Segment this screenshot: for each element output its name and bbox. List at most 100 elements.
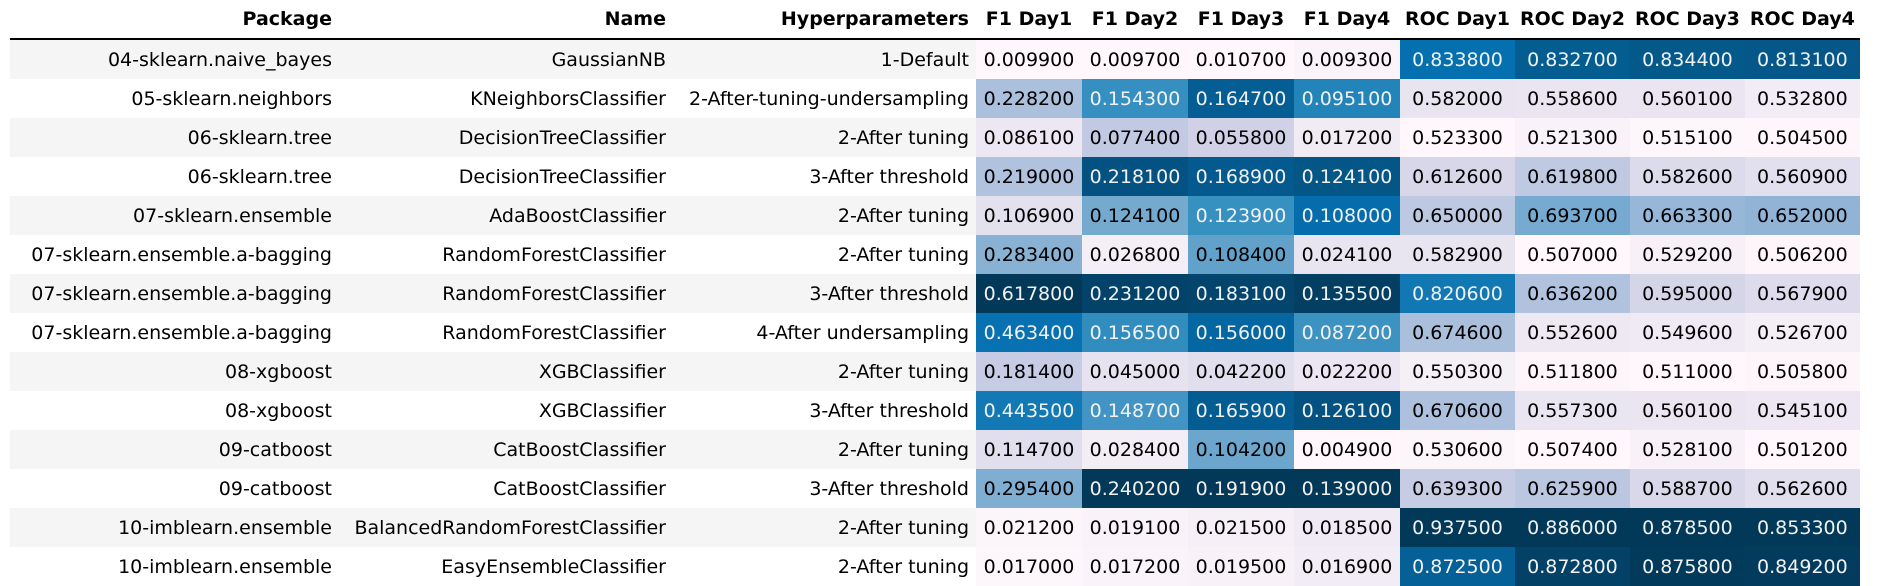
value-cell-roc-day2: 0.636200: [1514, 274, 1630, 313]
name-cell: RandomForestClassifier: [442, 321, 666, 344]
name-cell: CatBoostClassifier: [339, 430, 673, 469]
value-cell-f1-day3: 0.168900: [1188, 157, 1294, 196]
table-row: 09-catboost CatBoostClassifier 2-After tun…: [10, 430, 1860, 469]
value-cell-roc-day3: 0.549600: [1629, 313, 1745, 352]
table-header: Package Name Hyperparameters F1 Day1 F1 Day2…: [10, 0, 1860, 39]
table-row: 05-sklearn.neighbors KNeighborsClassifier…: [10, 79, 1860, 118]
value-cell-roc-day3: 0.515100: [1629, 118, 1745, 157]
package-cell: 04-sklearn.naive_bayes: [10, 39, 339, 79]
value-cell-f1-day3: 0.183100: [1188, 274, 1294, 313]
value-cell-f1-day4: 0.004900: [1294, 430, 1400, 469]
value-cell-roc-day4: 0.532800: [1744, 79, 1860, 118]
column-header-0: Package: [242, 8, 332, 30]
value-cell-f1-day1: 0.219000: [976, 157, 1082, 196]
value-cell-f1-day1: 0.106900: [976, 196, 1082, 235]
value-cell-f1-day4: 0.124100: [1294, 157, 1400, 196]
value-cell-f1-day1: 0.295400: [976, 469, 1082, 508]
hyperparameters-cell: 2-After tuning: [837, 243, 969, 266]
header-row: Package Name Hyperparameters F1 Day1 F1 Day2…: [10, 0, 1860, 39]
value-cell-f1-day3: 0.123900: [1188, 196, 1294, 235]
value-cell-roc-day3: 0.560100: [1629, 79, 1745, 118]
column-header-2: Hyperparameters: [780, 8, 969, 30]
value-cell-f1-day2: 0.218100: [1082, 157, 1188, 196]
package-cell: 08-xgboost: [225, 399, 332, 422]
table-row: 09-catboost CatBoostClassifier 3-After thr…: [10, 469, 1860, 508]
results-table-container: Package Name Hyperparameters F1 Day1 F1 Day2…: [10, 0, 1860, 586]
package-cell: 07-sklearn.ensemble.a-bagging: [31, 243, 332, 266]
value-cell-f1-day1: 0.617800: [976, 274, 1082, 313]
value-cell-f1-day4: 0.126100: [1294, 391, 1400, 430]
name-cell: DecisionTreeClassifier: [458, 165, 666, 188]
value-cell-f1-day1: 0.009900: [976, 39, 1082, 79]
value-cell-roc-day1: 0.550300: [1400, 352, 1515, 391]
column-header-1: Name: [604, 8, 666, 30]
name-cell: DecisionTreeClassifier: [339, 118, 673, 157]
value-cell-roc-day1: 0.674600: [1400, 313, 1515, 352]
results-table: Package Name Hyperparameters F1 Day1 F1 Day2…: [10, 0, 1860, 586]
column-header-3: F1 Day1: [985, 8, 1073, 30]
value-cell-roc-day1: 0.523300: [1400, 118, 1515, 157]
value-cell-roc-day4: 0.652000: [1744, 196, 1860, 235]
package-cell: 08-xgboost: [10, 352, 339, 391]
package-cell: 09-catboost: [218, 477, 332, 500]
hyperparameters-cell: 1-Default: [673, 39, 976, 79]
value-cell-f1-day3: 0.191900: [1188, 469, 1294, 508]
value-cell-roc-day1: 0.639300: [1400, 469, 1515, 508]
value-cell-roc-day4: 0.853300: [1744, 508, 1860, 547]
hyperparameters-cell: 4-After undersampling: [756, 321, 969, 344]
value-cell-roc-day2: 0.693700: [1514, 196, 1630, 235]
name-cell: CatBoostClassifier: [493, 477, 666, 500]
value-cell-roc-day3: 0.875800: [1629, 547, 1745, 586]
name-cell: GaussianNB: [339, 39, 673, 79]
table-row: 07-sklearn.ensemble AdaBoostClassifier 2-A…: [10, 196, 1860, 235]
name-cell: XGBClassifier: [339, 352, 673, 391]
value-cell-roc-day1: 0.937500: [1400, 508, 1515, 547]
value-cell-f1-day3: 0.164700: [1188, 79, 1294, 118]
value-cell-roc-day1: 0.582000: [1400, 79, 1515, 118]
hyperparameters-cell: 2-After-tuning-undersampling: [689, 87, 969, 110]
value-cell-f1-day4: 0.087200: [1294, 313, 1400, 352]
value-cell-roc-day4: 0.567900: [1744, 274, 1860, 313]
name-cell: AdaBoostClassifier: [339, 196, 673, 235]
value-cell-roc-day2: 0.558600: [1514, 79, 1630, 118]
table-row: 06-sklearn.tree DecisionTreeClassifier 3-A…: [10, 157, 1860, 196]
value-cell-f1-day1: 0.181400: [976, 352, 1082, 391]
value-cell-roc-day3: 0.529200: [1629, 235, 1745, 274]
value-cell-f1-day3: 0.055800: [1188, 118, 1294, 157]
value-cell-f1-day2: 0.045000: [1082, 352, 1188, 391]
value-cell-f1-day3: 0.108400: [1188, 235, 1294, 274]
value-cell-roc-day1: 0.650000: [1400, 196, 1515, 235]
name-cell: XGBClassifier: [538, 399, 666, 422]
value-cell-roc-day3: 0.582600: [1629, 157, 1745, 196]
value-cell-f1-day2: 0.148700: [1082, 391, 1188, 430]
hyperparameters-cell: 3-After threshold: [809, 165, 969, 188]
name-cell: RandomForestClassifier: [339, 274, 673, 313]
value-cell-roc-day1: 0.582900: [1400, 235, 1515, 274]
value-cell-f1-day2: 0.240200: [1082, 469, 1188, 508]
hyperparameters-cell: 2-After tuning: [673, 430, 976, 469]
value-cell-f1-day2: 0.077400: [1082, 118, 1188, 157]
name-cell: BalancedRandomForestClassifier: [339, 508, 673, 547]
value-cell-roc-day4: 0.501200: [1744, 430, 1860, 469]
value-cell-roc-day3: 0.595000: [1629, 274, 1745, 313]
value-cell-f1-day1: 0.463400: [976, 313, 1082, 352]
value-cell-roc-day4: 0.506200: [1744, 235, 1860, 274]
value-cell-roc-day4: 0.505800: [1744, 352, 1860, 391]
package-cell: 07-sklearn.ensemble.a-bagging: [31, 321, 332, 344]
value-cell-f1-day1: 0.017000: [976, 547, 1082, 586]
value-cell-f1-day2: 0.156500: [1082, 313, 1188, 352]
hyperparameters-cell: 2-After tuning: [673, 118, 976, 157]
value-cell-f1-day2: 0.026800: [1082, 235, 1188, 274]
value-cell-roc-day2: 0.886000: [1514, 508, 1630, 547]
column-header-6: F1 Day4: [1303, 8, 1391, 30]
value-cell-roc-day1: 0.530600: [1400, 430, 1515, 469]
column-header-5: F1 Day3: [1197, 8, 1285, 30]
name-cell: KNeighborsClassifier: [470, 87, 666, 110]
column-header-10: ROC Day4: [1749, 8, 1855, 30]
value-cell-f1-day2: 0.009700: [1082, 39, 1188, 79]
value-cell-f1-day3: 0.010700: [1188, 39, 1294, 79]
value-cell-roc-day4: 0.545100: [1744, 391, 1860, 430]
value-cell-f1-day1: 0.228200: [976, 79, 1082, 118]
column-header-8: ROC Day2: [1519, 8, 1625, 30]
value-cell-roc-day4: 0.813100: [1744, 39, 1860, 79]
